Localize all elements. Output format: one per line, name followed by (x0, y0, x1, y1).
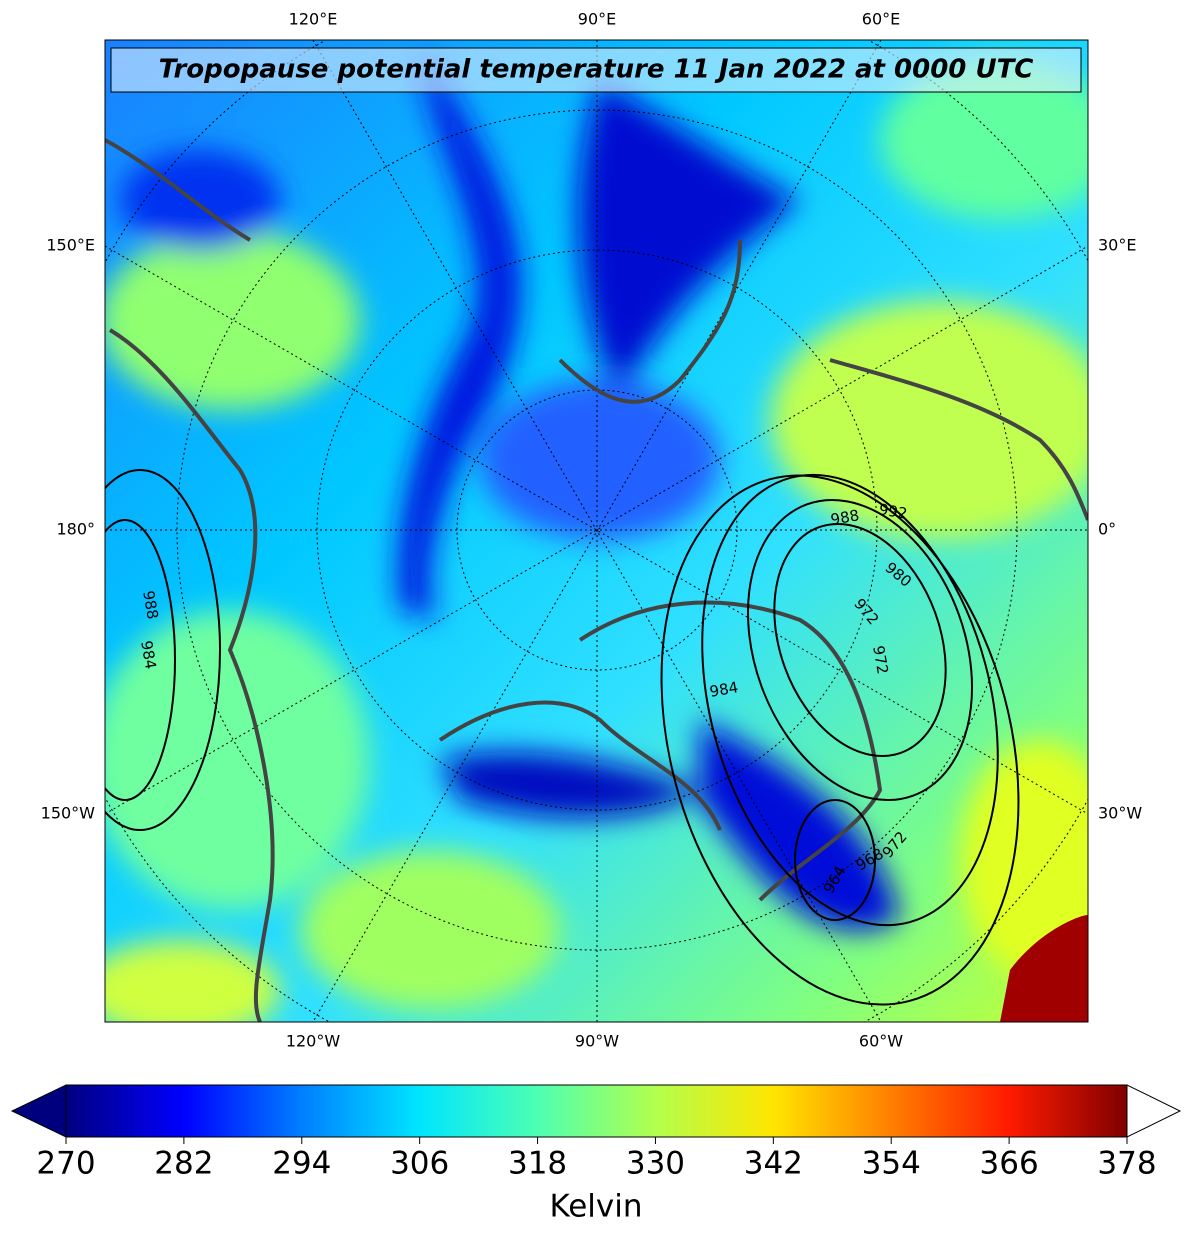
pressure-contours (105, 469, 1020, 1006)
pressure-label: 988 (139, 589, 162, 620)
coastlines (105, 138, 1088, 1022)
colorbar-tick-label: 294 (272, 1146, 331, 1182)
colorbar-body (65, 1084, 1128, 1138)
map-field (105, 40, 1088, 1022)
graticule (105, 40, 1088, 1022)
pressure-label: 972 (869, 644, 892, 675)
colorbar-tick-label: 342 (744, 1146, 803, 1182)
map-title: Tropopause potential temperature 11 Jan … (159, 55, 1034, 85)
longitude-label: 120°W (286, 1032, 341, 1051)
colorbar-under (10, 1084, 67, 1138)
longitude-label: 90°W (575, 1032, 619, 1051)
longitude-label: 90°E (578, 10, 616, 29)
title-box (110, 47, 1082, 93)
longitude-label: 150°W (41, 804, 96, 823)
colorbar-tick-label: 318 (508, 1146, 567, 1182)
colorbar-label: Kelvin (549, 1189, 642, 1225)
colorbar-tick-label: 270 (36, 1146, 95, 1182)
longitude-label: 30°W (1098, 804, 1142, 823)
pressure-label: 988 (829, 506, 860, 529)
colorbar-tick-label: 306 (390, 1146, 449, 1182)
pressure-label: 992 (877, 500, 908, 523)
pressure-label: 984 (708, 678, 739, 701)
colorbar-tick-label: 330 (626, 1146, 685, 1182)
longitude-label: 30°E (1098, 236, 1136, 255)
colorbar-tick-label: 354 (862, 1146, 921, 1182)
colorbar-tick-label: 366 (980, 1146, 1039, 1182)
longitude-label: 60°E (862, 10, 900, 29)
pressure-label: 984 (137, 639, 160, 670)
colorbar: 270 282 294 306 318 330 342 354 366 378 Kelvin (10, 1084, 1182, 1225)
longitude-label: 150°E (46, 236, 95, 255)
colorbar-tick-label: 282 (154, 1146, 213, 1182)
map-frame (104, 39, 1089, 1023)
colorbar-over (1126, 1084, 1182, 1138)
longitude-label: 120°E (289, 10, 338, 29)
longitude-label: 0° (1098, 520, 1116, 539)
longitude-label: 60°W (859, 1032, 903, 1051)
colorbar-tick-label: 378 (1097, 1146, 1156, 1182)
longitude-label: 180° (56, 520, 95, 539)
